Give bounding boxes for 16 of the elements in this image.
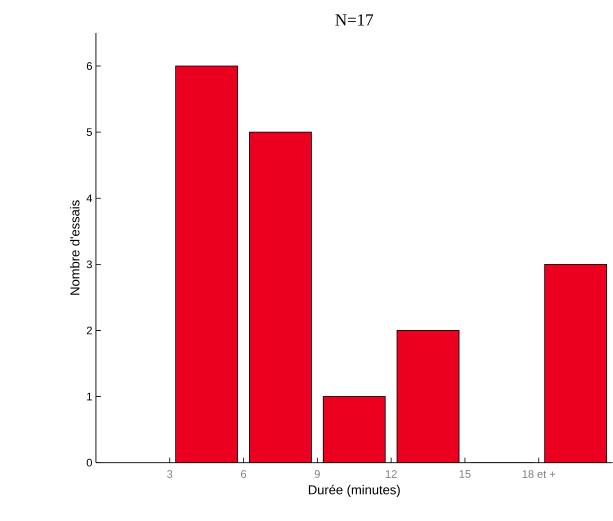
y-tick-label: 5 [86,128,92,136]
x-tick-label: 18 et + [522,470,556,478]
y-axis-title: Nombre d'essais [70,200,80,295]
y-tick-label: 0 [86,458,92,467]
x-tick-label: 6 [241,470,246,478]
y-tick-label: 3 [86,260,92,268]
y-tick-label: 6 [86,62,92,70]
x-tick-label: 15 [460,470,471,478]
x-tick-label: 9 [314,470,320,478]
y-tick-label: 4 [86,194,92,202]
chart-title: N=17 [335,14,374,26]
x-tick-label: 12 [386,470,397,478]
y-tick-label: 1 [87,392,92,400]
x-axis-title: Durée (minutes) [308,484,400,498]
x-tick-label: 3 [167,470,172,478]
y-tick-label: 2 [86,326,92,334]
